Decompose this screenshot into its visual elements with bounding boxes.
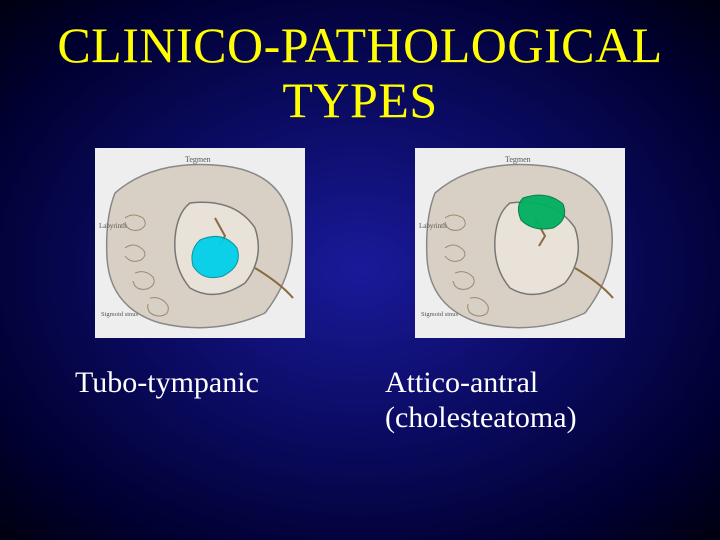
label-labyrinth: Labyrinth — [99, 222, 127, 230]
highlight-attico-antral — [518, 195, 564, 229]
content-row: Tegmen Labyrinth Sigmoid sinus Tubo-tymp… — [0, 128, 720, 435]
figure-tubo-tympanic: Tegmen Labyrinth Sigmoid sinus Tubo-tymp… — [60, 148, 340, 401]
caption-attico-antral: Attico-antral (cholesteatoma) — [375, 366, 665, 435]
label-tegmen: Tegmen — [505, 155, 531, 164]
caption-tubo-tympanic: Tubo-tympanic — [45, 366, 355, 401]
label-sigmoid: Sigmoid sinus — [101, 311, 138, 318]
slide-title: CLINICO-PATHOLOGICAL TYPES — [0, 0, 720, 128]
label-tegmen: Tegmen — [185, 155, 211, 164]
caption-line: Tubo-tympanic — [75, 366, 259, 399]
label-sigmoid: Sigmoid sinus — [421, 311, 458, 318]
caption-line: (cholesteatoma) — [385, 401, 577, 434]
title-line-1: CLINICO-PATHOLOGICAL — [57, 17, 662, 73]
diagram-tubo-tympanic: Tegmen Labyrinth Sigmoid sinus — [95, 148, 305, 338]
figure-attico-antral: Tegmen Labyrinth Sigmoid sinus Attico-an… — [380, 148, 660, 435]
title-line-2: TYPES — [282, 72, 437, 128]
label-labyrinth: Labyrinth — [419, 222, 447, 230]
diagram-attico-antral: Tegmen Labyrinth Sigmoid sinus — [415, 148, 625, 338]
caption-line: Attico-antral — [385, 366, 538, 399]
